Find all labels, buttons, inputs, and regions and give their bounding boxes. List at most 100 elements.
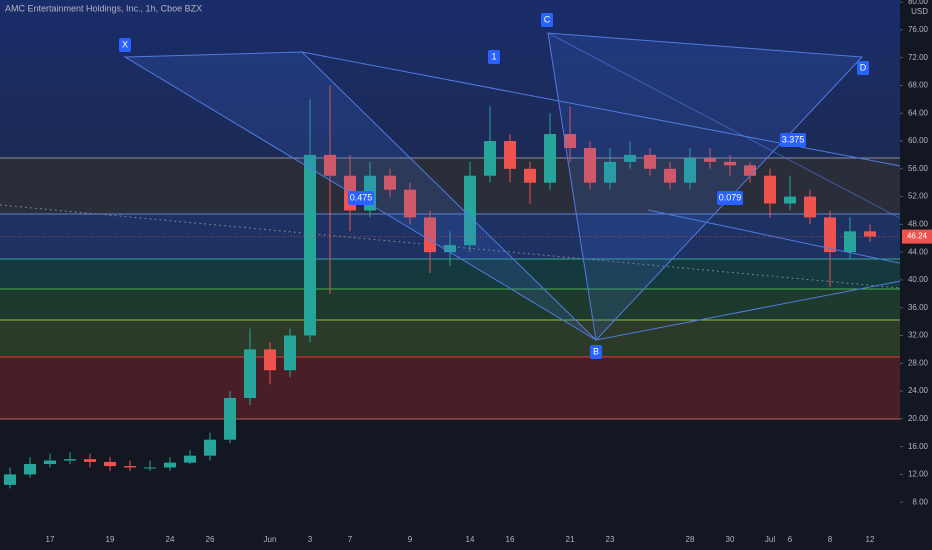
candle-body (44, 460, 56, 465)
zone (0, 357, 900, 419)
x-tick-label: 17 (46, 535, 55, 544)
currency: USD (911, 7, 928, 16)
candle-body (244, 349, 256, 399)
candle-body (744, 165, 756, 176)
price-tag-label: 46.24 (907, 232, 928, 241)
trend-line (595, 274, 932, 341)
y-tick-label: 76.00 (908, 25, 929, 34)
ratio-label: 3.375 (782, 134, 805, 144)
candle-body (584, 147, 596, 183)
candle-body (24, 464, 36, 475)
candle-body (564, 134, 576, 148)
candles (4, 85, 876, 489)
candle-body (124, 466, 136, 468)
candle-body (324, 154, 336, 176)
x-tick-label: Jul (765, 535, 775, 544)
candle-body (144, 467, 156, 469)
y-tick-label: 24.00 (908, 386, 929, 395)
trend-line (647, 209, 932, 271)
y-tick-label: 16.00 (908, 442, 929, 451)
label-box (717, 191, 743, 205)
label-box (857, 61, 869, 75)
label-box (348, 191, 374, 205)
label-box (119, 38, 131, 52)
chart-title: AMC Entertainment Holdings, Inc., 1h, Cb… (5, 3, 202, 13)
label-box (541, 13, 553, 27)
candle-body (384, 175, 396, 190)
x-tick-label: 9 (408, 535, 413, 544)
y-tick-label: 8.00 (912, 497, 928, 506)
y-tick-label: 60.00 (908, 136, 929, 145)
y-tick-label: 44.00 (908, 247, 929, 256)
candle-body (84, 459, 96, 462)
candle-body (524, 168, 536, 183)
x-tick-label: 23 (606, 535, 615, 544)
price-tag (902, 229, 932, 244)
candle-body (4, 474, 16, 485)
x-tick-label: 8 (828, 535, 833, 544)
price-axis (900, 0, 932, 550)
x-tick-label: 28 (686, 535, 695, 544)
candle-body (204, 439, 216, 456)
candle-body (604, 161, 616, 183)
zone-lines (0, 157, 900, 420)
label-box (780, 133, 806, 147)
y-tick-label: 64.00 (908, 108, 929, 117)
x-tick-label: 24 (166, 535, 175, 544)
candle-body (864, 231, 876, 237)
x-tick-label: 6 (788, 535, 793, 544)
candle-body (464, 175, 476, 246)
y-tick-label: 72.00 (908, 53, 929, 62)
candle-body (304, 154, 316, 336)
candle-body (404, 189, 416, 218)
candle-body (664, 168, 676, 183)
zone (0, 0, 900, 158)
candle-body (224, 398, 236, 440)
candle-body (264, 349, 276, 371)
y-tick-label: 56.00 (908, 164, 929, 173)
y-tick-label: 32.00 (908, 331, 929, 340)
pattern-label: X (122, 39, 128, 49)
candle-body (444, 245, 456, 253)
x-tick-label: 3 (308, 535, 313, 544)
x-tick-label: 14 (466, 535, 475, 544)
y-tick-label: 28.00 (908, 358, 929, 367)
x-tick-label: 26 (206, 535, 215, 544)
ratio-label: 0.079 (719, 192, 742, 202)
candle-body (104, 461, 116, 467)
zone (0, 320, 900, 357)
candle-body (544, 134, 556, 183)
y-tick-label: 52.00 (908, 192, 929, 201)
candle-body (804, 196, 816, 218)
pattern-label: 1 (491, 51, 496, 61)
candle-body (624, 154, 636, 162)
candle-body (784, 196, 796, 204)
x-tick-label: 21 (566, 535, 575, 544)
candle-body (64, 459, 76, 461)
y-tick-label: 40.00 (908, 275, 929, 284)
label-box (590, 345, 602, 359)
time-axis (0, 530, 932, 550)
x-tick-label: 19 (106, 535, 115, 544)
candle-body (724, 161, 736, 166)
y-tick-label: 12.00 (908, 470, 929, 479)
candle-body (684, 158, 696, 183)
y-tick-label: 80.00 (908, 0, 929, 6)
label-box (488, 50, 500, 64)
zone (0, 289, 900, 320)
candle-body (504, 141, 516, 169)
candle-body (764, 175, 776, 204)
candle-body (424, 217, 436, 253)
pattern-labels: X 1 C B D 0.475 0.079 3.375 (119, 13, 869, 359)
x-tick-label: 30 (726, 535, 735, 544)
candle-body (824, 217, 836, 253)
pattern-label: C (544, 14, 551, 24)
pattern-label: B (593, 346, 599, 356)
y-tick-label: 48.00 (908, 219, 929, 228)
x-tick-label: 12 (866, 535, 875, 544)
candle-body (284, 335, 296, 371)
candle-body (164, 462, 176, 468)
